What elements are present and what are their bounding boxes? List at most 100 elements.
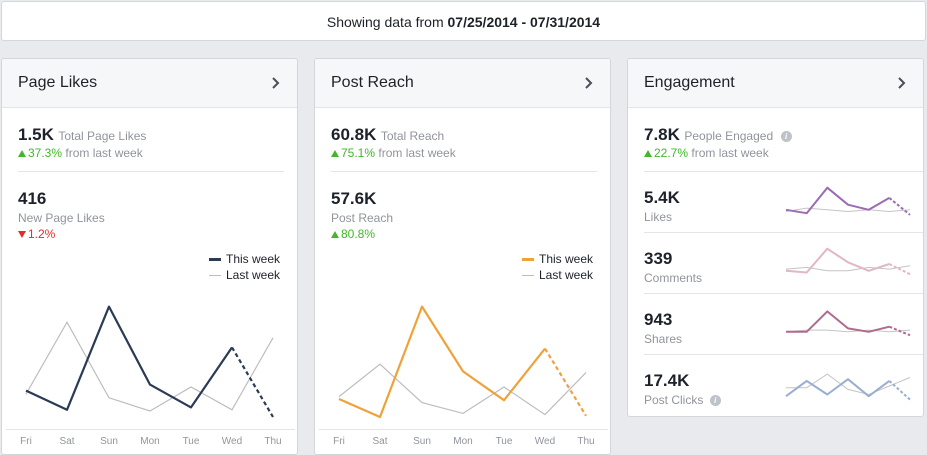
- legend-swatch: [522, 257, 534, 261]
- total-reach-block: 60.8K Total Reach: [331, 125, 444, 145]
- likes-sparkline: [785, 186, 911, 216]
- chevron-right-icon[interactable]: [580, 74, 598, 92]
- sparkline-forecast-segment: [888, 325, 911, 337]
- sparkline-this-week: [785, 247, 890, 274]
- shares-label: Shares: [644, 332, 683, 346]
- total-likes-block: 1.5K Total Page Likes: [18, 125, 146, 145]
- people-engaged-block: 7.8K People Engaged i: [644, 125, 792, 145]
- post-clicks-label-wrap: Post Clicks i: [644, 393, 721, 407]
- sparkline-this-week: [785, 186, 890, 215]
- x-tick-label: Wed: [534, 436, 556, 447]
- this-week-line: [338, 305, 546, 419]
- date-range-value: 07/25/2014 - 07/31/2014: [447, 14, 601, 30]
- info-icon[interactable]: i: [709, 395, 721, 406]
- x-tick-label: Sun: [100, 436, 118, 447]
- post-reach-change: 80.8%: [331, 227, 375, 241]
- x-tick-label: Tue: [182, 436, 200, 447]
- this-week-line: [25, 305, 233, 411]
- legend-swatch: [209, 274, 221, 276]
- page-likes-header[interactable]: Page Likes: [2, 59, 297, 108]
- sparkline-this-week: [786, 310, 890, 333]
- x-tick-label: Sun: [413, 436, 431, 447]
- x-tick-label: Tue: [495, 436, 513, 447]
- x-tick-label: Mon: [453, 436, 473, 447]
- x-tick-label: Wed: [221, 436, 243, 447]
- up-arrow-icon: [644, 150, 652, 157]
- comments-value: 339: [644, 249, 673, 268]
- up-arrow-icon: [331, 150, 339, 157]
- post-reach-card: Post Reach 60.8K Total Reach 75.1% from …: [314, 58, 611, 455]
- likes-value: 5.4K: [644, 188, 680, 207]
- comments-label: Comments: [644, 271, 703, 285]
- this-week-forecast-segment: [544, 348, 587, 417]
- total-likes-change: 37.3% from last week: [18, 146, 143, 160]
- post-reach-chart: [338, 305, 587, 419]
- page-likes-chart: [25, 305, 274, 418]
- people-engaged-value: 7.8K: [644, 125, 680, 144]
- sparkline-last-week: [785, 207, 911, 213]
- divider: [18, 171, 284, 172]
- engagement-row-comments[interactable]: 339 Comments: [644, 232, 923, 293]
- down-arrow-icon: [18, 231, 26, 238]
- engagement-title: Engagement: [644, 74, 735, 91]
- x-tick-label: Sat: [372, 436, 388, 447]
- legend-this-week: This week: [522, 252, 593, 266]
- last-week-line: [25, 320, 274, 412]
- sparkline-last-week: [785, 265, 911, 272]
- sparkline-forecast-segment: [888, 380, 911, 401]
- sparkline-this-week: [785, 378, 890, 398]
- post-reach-value: 57.6K: [331, 189, 377, 208]
- shares-value: 943: [644, 310, 673, 329]
- legend-last-week: Last week: [209, 268, 280, 282]
- new-likes-label: New Page Likes: [18, 211, 105, 225]
- legend-last-week: Last week: [522, 268, 593, 282]
- legend-swatch: [522, 274, 534, 276]
- comments-sparkline: [785, 247, 911, 276]
- x-tick-label: Thu: [264, 436, 282, 447]
- engagement-row-shares[interactable]: 943 Shares: [644, 293, 923, 354]
- sparkline-last-week: [786, 373, 911, 396]
- new-likes-value: 416: [18, 189, 47, 208]
- post-reach-title: Post Reach: [331, 74, 414, 91]
- sparkline-last-week: [785, 329, 911, 333]
- post-reach-header[interactable]: Post Reach: [315, 59, 610, 108]
- up-arrow-icon: [18, 150, 26, 157]
- engagement-header[interactable]: Engagement: [628, 59, 923, 108]
- post-reach-label: Post Reach: [331, 211, 394, 225]
- date-range-prefix: Showing data from: [326, 14, 444, 30]
- total-likes-label: Total Page Likes: [58, 129, 147, 143]
- total-reach-label: Total Reach: [380, 129, 445, 143]
- legend-this-week: This week: [209, 252, 280, 266]
- total-reach-value: 60.8K: [331, 125, 377, 144]
- page-likes-title: Page Likes: [18, 74, 98, 91]
- total-reach-change: 75.1% from last week: [331, 146, 456, 160]
- chevron-right-icon[interactable]: [893, 74, 911, 92]
- people-engaged-change: 22.7% from last week: [644, 146, 769, 160]
- x-tick-label: Fri: [333, 436, 345, 447]
- chart-baseline: [319, 429, 608, 430]
- post-clicks-label: Post Clicks: [644, 393, 704, 407]
- divider: [331, 171, 597, 172]
- total-likes-value: 1.5K: [18, 125, 54, 144]
- date-range-bar: Showing data from 07/25/2014 - 07/31/201…: [1, 1, 926, 41]
- x-tick-label: Fri: [20, 436, 32, 447]
- up-arrow-icon: [331, 231, 339, 238]
- engagement-row-likes[interactable]: 5.4K Likes: [644, 171, 923, 232]
- sparkline-forecast-segment: [888, 197, 911, 216]
- page-likes-card: Page Likes 1.5K Total Page Likes 37.3% f…: [1, 58, 298, 455]
- chart-baseline: [6, 429, 295, 430]
- engagement-card: Engagement 7.8K People Engaged i 22.7% f…: [627, 58, 924, 417]
- new-likes-change: 1.2%: [18, 227, 55, 241]
- engagement-row-post-clicks[interactable]: 17.4K Post Clicks i: [644, 354, 923, 415]
- x-tick-label: Mon: [140, 436, 160, 447]
- x-tick-label: Sat: [59, 436, 75, 447]
- post-clicks-sparkline: [785, 373, 911, 401]
- x-tick-label: Thu: [577, 436, 595, 447]
- people-engaged-label: People Engaged: [684, 129, 774, 143]
- this-week-forecast-segment: [231, 346, 274, 418]
- post-clicks-value: 17.4K: [644, 371, 690, 390]
- sparkline-forecast-segment: [888, 263, 911, 276]
- chevron-right-icon[interactable]: [267, 74, 285, 92]
- shares-sparkline: [785, 310, 911, 337]
- info-icon[interactable]: i: [780, 131, 792, 142]
